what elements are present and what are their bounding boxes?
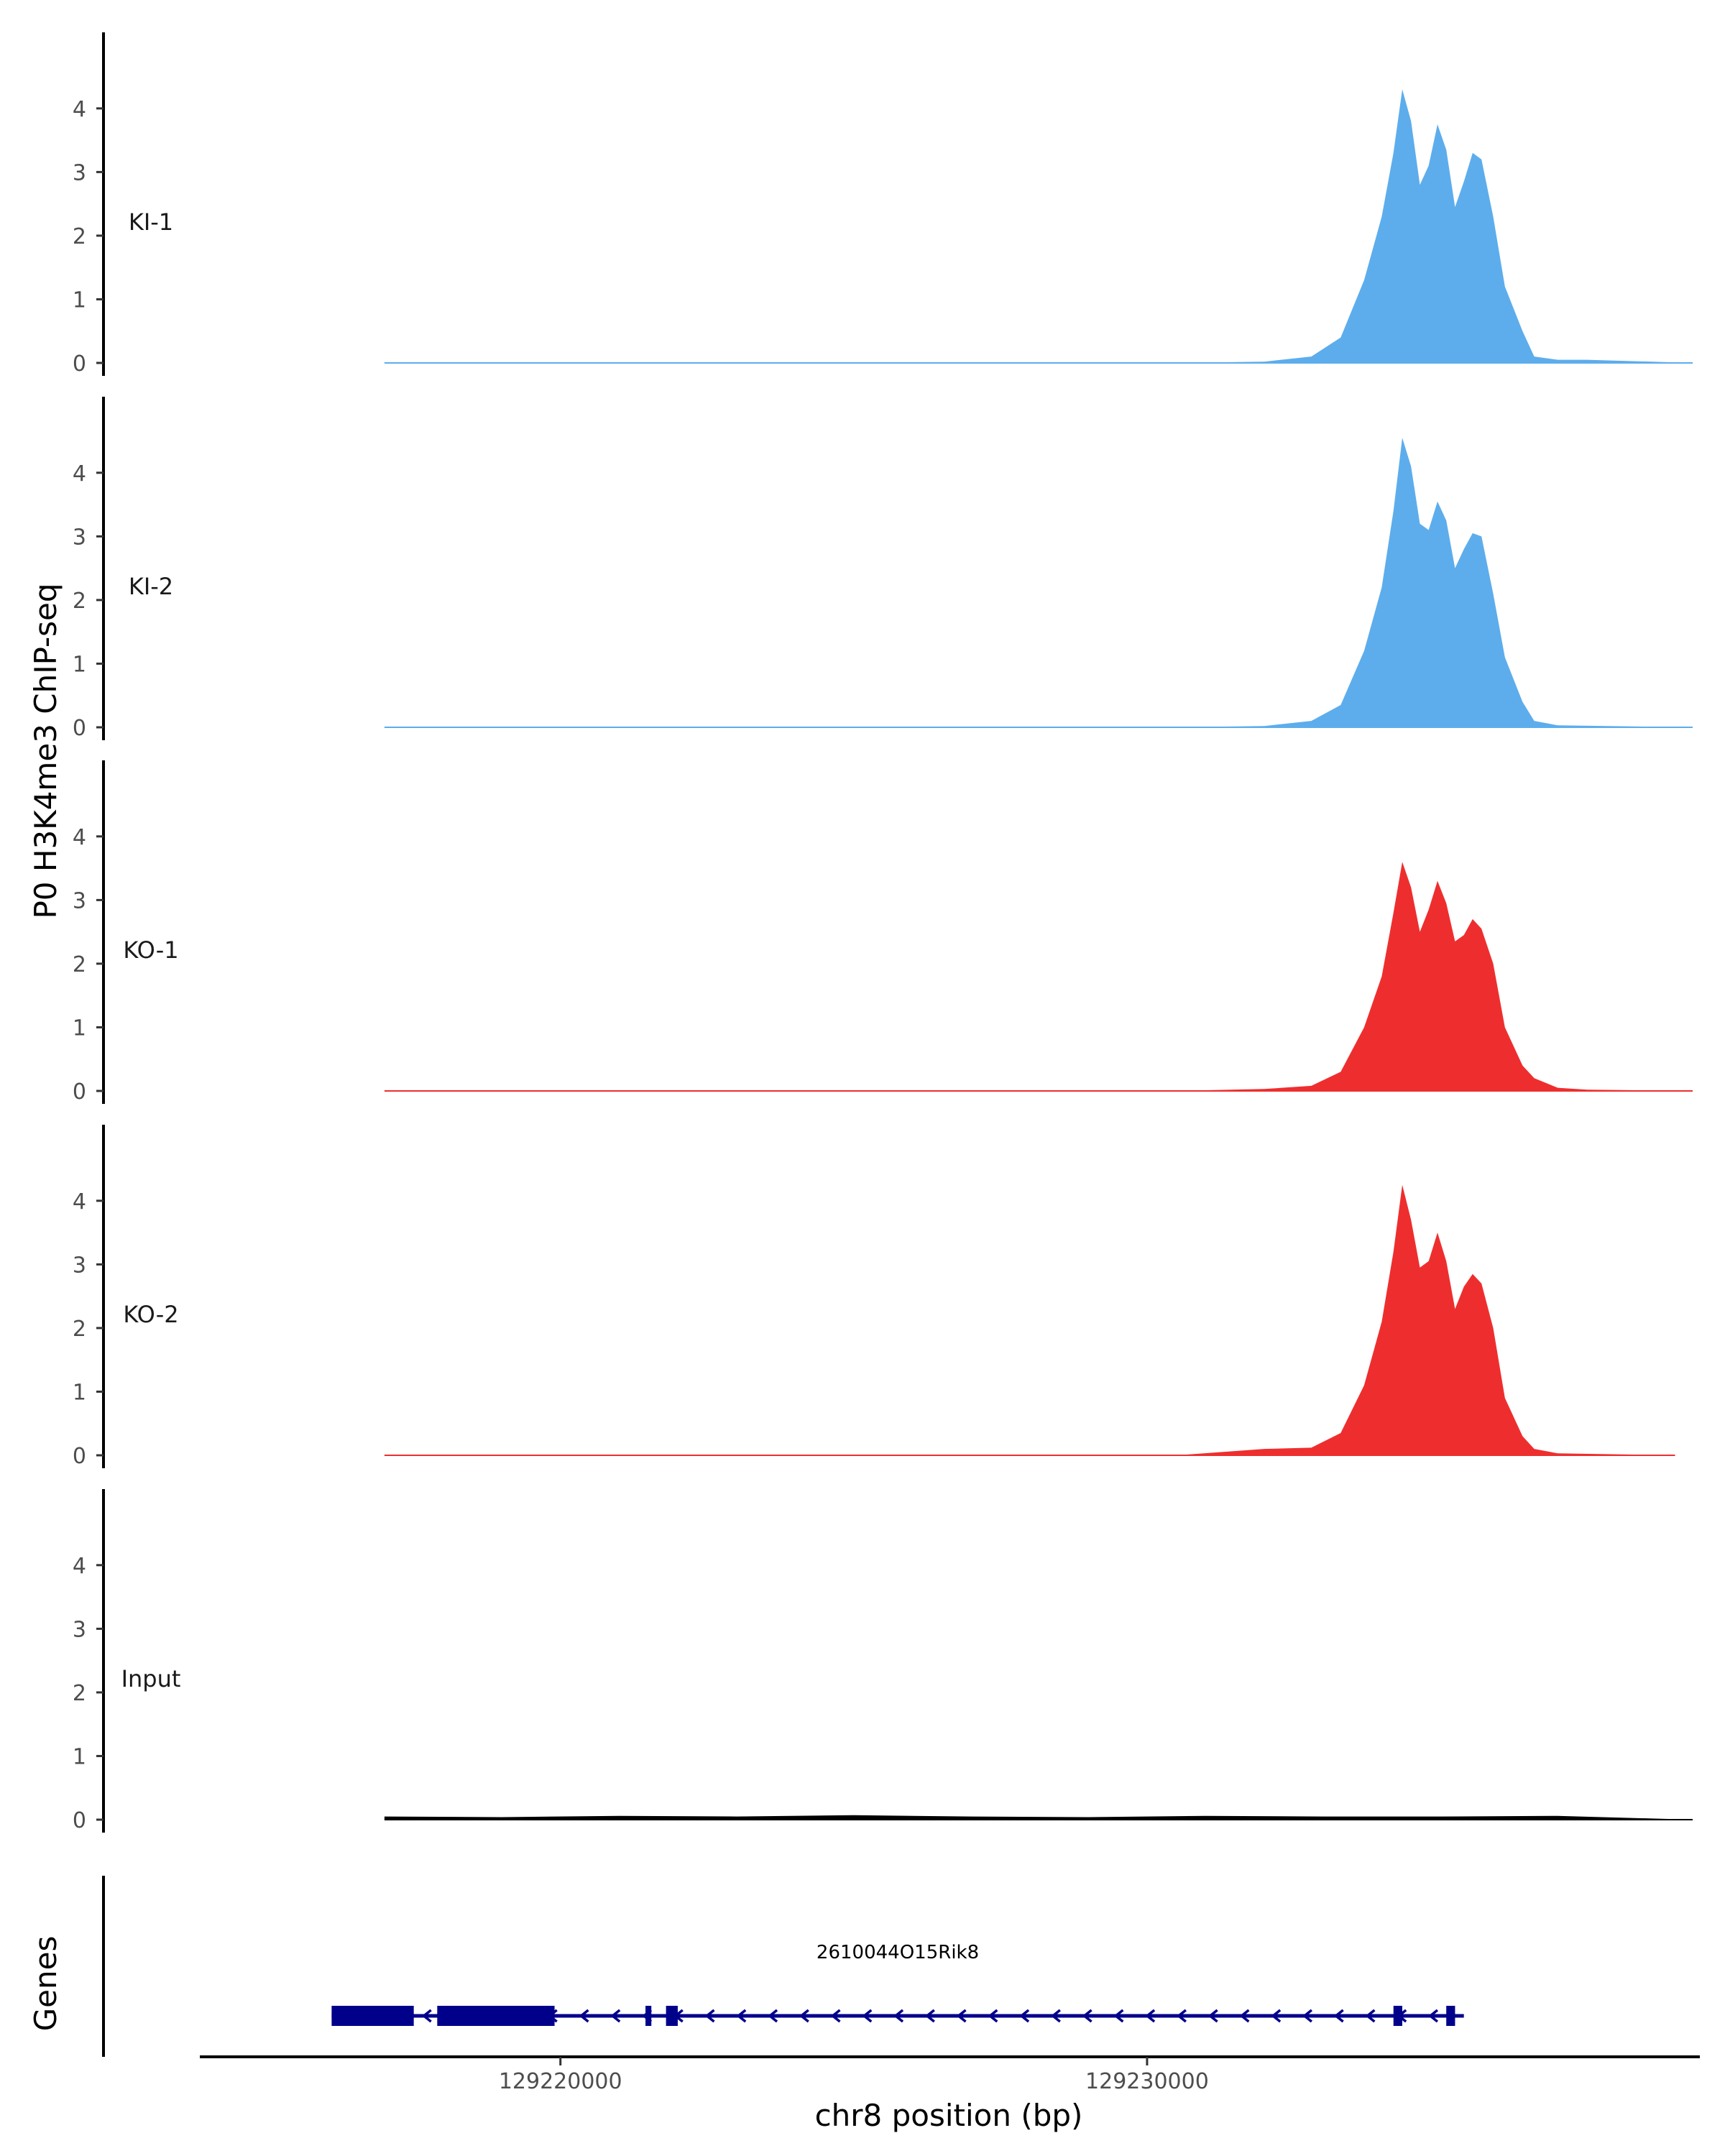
x-axis-title: chr8 position (bp): [815, 2098, 1083, 2133]
tracks: 0 1 2 3 4 KI-1 0 1 2 3 4 KI-2 0 1 2 3 4 KO-1 0 1 2 3 4 KO-2 0 1 2 3…: [73, 32, 1693, 1833]
y-tick-label: 0: [73, 351, 86, 377]
strand-arrow: [893, 2009, 904, 2023]
track-ki-2: 0 1 2 3 4 KI-2: [73, 397, 1693, 741]
y-tick-label: 3: [73, 888, 86, 913]
y-tick-label: 1: [73, 1744, 86, 1769]
gene-exon: [1393, 2006, 1402, 2026]
strand-arrow: [988, 2009, 998, 2023]
strand-arrow: [579, 2009, 589, 2023]
strand-arrow: [1019, 2009, 1030, 2023]
strand-arrow: [768, 2009, 778, 2023]
y-tick-label: 0: [73, 1808, 86, 1833]
y-tick-label: 4: [73, 1554, 86, 1579]
y-tick-label: 4: [73, 97, 86, 122]
strand-arrow: [924, 2009, 935, 2023]
strand-arrow: [956, 2009, 967, 2023]
gene-exon: [1446, 2006, 1455, 2026]
y-tick-label: 2: [73, 952, 86, 977]
strand-arrow: [1302, 2009, 1312, 2023]
strand-arrow: [862, 2009, 873, 2023]
y-tick-label: 2: [73, 1681, 86, 1706]
y-tick-label: 3: [73, 160, 86, 185]
strand-arrow: [1208, 2009, 1218, 2023]
gene-exon: [645, 2006, 652, 2026]
genes-axis-title: Genes: [28, 1936, 63, 2032]
y-tick-label: 1: [73, 652, 86, 677]
y-tick-label: 2: [73, 1317, 86, 1342]
strand-arrow: [736, 2009, 747, 2023]
x-axis: 129220000 129230000: [200, 2055, 1700, 2094]
strand-arrow: [1239, 2009, 1250, 2023]
y-tick-label: 0: [73, 1444, 86, 1469]
y-tick-label: 4: [73, 825, 86, 850]
y-tick-label: 0: [73, 1079, 86, 1105]
y-tick-label: 1: [73, 1380, 86, 1405]
strand-arrow: [1365, 2009, 1376, 2023]
gene-exon: [331, 2006, 414, 2026]
strand-arrow: [704, 2009, 715, 2023]
gene-exon: [437, 2006, 555, 2026]
x-tick-label: 129230000: [1085, 2069, 1209, 2094]
y-tick-label: 1: [73, 1015, 86, 1041]
strand-arrow: [421, 2009, 432, 2023]
gene-name-label: 2610044O15Rik8: [816, 1942, 979, 1963]
y-axis-title: P0 H3K4me3 ChIP-seq: [28, 583, 63, 918]
strand-arrow: [1113, 2009, 1124, 2023]
track-input: 0 1 2 3 4 Input: [73, 1489, 1693, 1833]
strand-arrow: [799, 2009, 809, 2023]
strand-arrow: [1145, 2009, 1156, 2023]
y-tick-label: 0: [73, 716, 86, 741]
track-label: Input: [121, 1665, 181, 1692]
track-label: KI-2: [129, 573, 173, 600]
signal-area-ko-2: [384, 1184, 1675, 1455]
track-ko-1: 0 1 2 3 4 KO-1: [73, 760, 1693, 1105]
gene-exon: [666, 2006, 678, 2026]
y-tick-label: 2: [73, 589, 86, 614]
track-label: KI-1: [129, 208, 173, 236]
y-tick-label: 3: [73, 525, 86, 550]
track-label: KO-1: [123, 936, 178, 964]
strand-arrow: [1428, 2009, 1439, 2023]
x-tick-label: 129220000: [499, 2069, 622, 2094]
y-tick-label: 1: [73, 287, 86, 313]
y-tick-label: 3: [73, 1253, 86, 1278]
signal-area-input: [384, 1815, 1693, 1820]
track-ki-1: 0 1 2 3 4 KI-1: [73, 32, 1693, 377]
y-tick-label: 2: [73, 224, 86, 249]
genes-track: 2610044O15Rik8: [102, 1876, 1464, 2057]
strand-arrow: [1082, 2009, 1092, 2023]
signal-area-ko-1: [384, 862, 1693, 1091]
signal-area-ki-1: [384, 89, 1693, 364]
strand-arrow: [610, 2009, 621, 2023]
strand-arrow: [1271, 2009, 1282, 2023]
track-ko-2: 0 1 2 3 4 KO-2: [73, 1125, 1675, 1469]
strand-arrow: [1333, 2009, 1344, 2023]
strand-arrow: [1051, 2009, 1061, 2023]
signal-area-ki-2: [384, 438, 1693, 727]
y-tick-label: 4: [73, 461, 86, 487]
strand-arrow: [830, 2009, 841, 2023]
track-label: KO-2: [123, 1301, 178, 1328]
y-tick-label: 3: [73, 1617, 86, 1642]
y-tick-label: 4: [73, 1189, 86, 1215]
strand-arrow: [1177, 2009, 1187, 2023]
